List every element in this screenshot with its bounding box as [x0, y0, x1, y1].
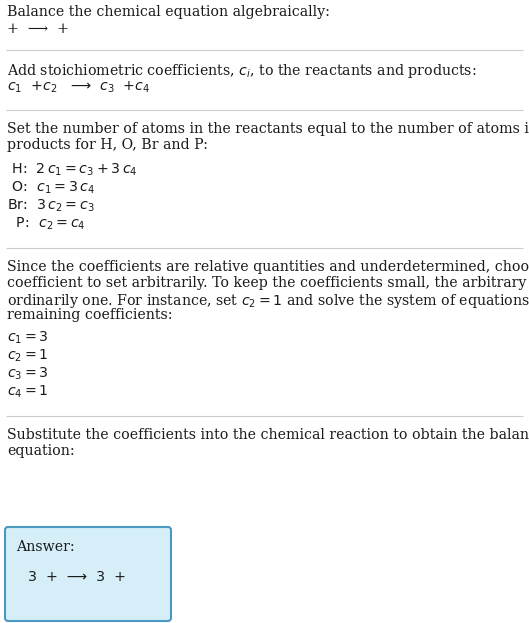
Text: H:  $2\,c_1 = c_3 + 3\,c_4$: H: $2\,c_1 = c_3 + 3\,c_4$ [7, 162, 138, 178]
Text: equation:: equation: [7, 444, 75, 458]
Text: Answer:: Answer: [16, 540, 75, 554]
FancyBboxPatch shape [5, 527, 171, 621]
Text: $c_2 = 1$: $c_2 = 1$ [7, 348, 49, 364]
Text: +  ⟶  +: + ⟶ + [7, 22, 69, 36]
Text: $c_4 = 1$: $c_4 = 1$ [7, 384, 49, 401]
Text: Br:  $3\,c_2 = c_3$: Br: $3\,c_2 = c_3$ [7, 198, 95, 214]
Text: Since the coefficients are relative quantities and underdetermined, choose a: Since the coefficients are relative quan… [7, 260, 529, 274]
Text: $c_1$  +$c_2$   ⟶  $c_3$  +$c_4$: $c_1$ +$c_2$ ⟶ $c_3$ +$c_4$ [7, 80, 150, 95]
Text: ordinarily one. For instance, set $c_2 = 1$ and solve the system of equations fo: ordinarily one. For instance, set $c_2 =… [7, 292, 529, 310]
Text: P:  $c_2 = c_4$: P: $c_2 = c_4$ [7, 216, 86, 232]
Text: $c_3 = 3$: $c_3 = 3$ [7, 366, 49, 383]
Text: Add stoichiometric coefficients, $c_i$, to the reactants and products:: Add stoichiometric coefficients, $c_i$, … [7, 62, 477, 80]
Text: remaining coefficients:: remaining coefficients: [7, 308, 172, 322]
Text: coefficient to set arbitrarily. To keep the coefficients small, the arbitrary va: coefficient to set arbitrarily. To keep … [7, 276, 529, 290]
Text: $c_1 = 3$: $c_1 = 3$ [7, 330, 49, 346]
Text: Substitute the coefficients into the chemical reaction to obtain the balanced: Substitute the coefficients into the che… [7, 428, 529, 442]
Text: products for H, O, Br and P:: products for H, O, Br and P: [7, 138, 208, 152]
Text: Balance the chemical equation algebraically:: Balance the chemical equation algebraica… [7, 5, 330, 19]
Text: 3  +  ⟶  3  +: 3 + ⟶ 3 + [28, 570, 126, 584]
Text: O:  $c_1 = 3\,c_4$: O: $c_1 = 3\,c_4$ [7, 180, 95, 196]
Text: Set the number of atoms in the reactants equal to the number of atoms in the: Set the number of atoms in the reactants… [7, 122, 529, 136]
